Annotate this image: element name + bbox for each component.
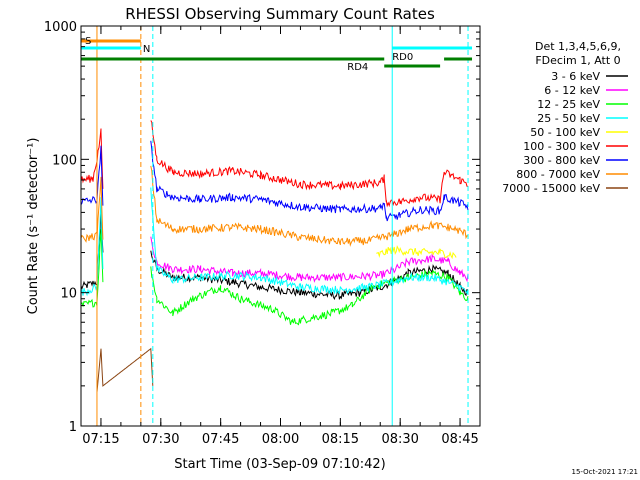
legend-header-line-2: FDecim 1, Att 0 (535, 54, 620, 67)
series-line-5 (81, 120, 469, 208)
chart-title: RHESSI Observing Summary Count Rates (125, 5, 435, 23)
generation-timestamp: 15-Oct-2021 17:21 (572, 468, 638, 476)
legend-label-8: 7000 - 15000 keV (502, 182, 600, 195)
status-bar-label-4: RD4 (347, 62, 368, 73)
series-line-8 (96, 347, 154, 393)
legend-header-line-1: Det 1,3,4,5,6,9, (535, 40, 621, 53)
series-line-4 (376, 245, 457, 260)
legend-label-7: 800 - 7000 keV (516, 168, 600, 181)
y-axis-label: Count Rate (s⁻¹ detector⁻¹) (26, 138, 41, 315)
y-tick-label-2: 100 (52, 153, 77, 168)
legend-label-1: 6 - 12 keV (544, 84, 600, 97)
y-tick-label-1: 10 (60, 287, 77, 302)
x-tick-label-0: 07:15 (82, 432, 119, 447)
series-line-1 (150, 236, 469, 283)
x-tick-label-3: 08:00 (262, 432, 299, 447)
x-tick-label-6: 08:45 (441, 432, 478, 447)
legend-label-6: 300 - 800 keV (523, 154, 600, 167)
status-bar-label-3: RD0 (392, 52, 413, 63)
x-tick-label-5: 08:30 (381, 432, 418, 447)
series-line-3 (81, 187, 469, 297)
series-line-7 (81, 165, 469, 247)
x-axis-label: Start Time (03-Sep-09 07:10:42) (174, 457, 385, 472)
legend-label-2: 12 - 25 keV (537, 98, 600, 111)
legend-label-5: 100 - 300 keV (523, 140, 600, 153)
series-line-6 (81, 140, 469, 222)
plot-area (81, 26, 473, 426)
legend-label-0: 3 - 6 keV (551, 70, 600, 83)
status-bar-label-0: S (85, 36, 91, 47)
x-tick-label-4: 08:15 (322, 432, 359, 447)
y-tick-label-3: 1000 (44, 20, 77, 35)
legend-label-3: 25 - 50 keV (537, 112, 600, 125)
legend-label-4: 50 - 100 keV (530, 126, 600, 139)
status-bar-label-1: N (143, 44, 150, 55)
x-tick-label-1: 07:30 (142, 432, 179, 447)
x-tick-label-2: 07:45 (202, 432, 239, 447)
y-tick-label-0: 1 (69, 420, 77, 435)
